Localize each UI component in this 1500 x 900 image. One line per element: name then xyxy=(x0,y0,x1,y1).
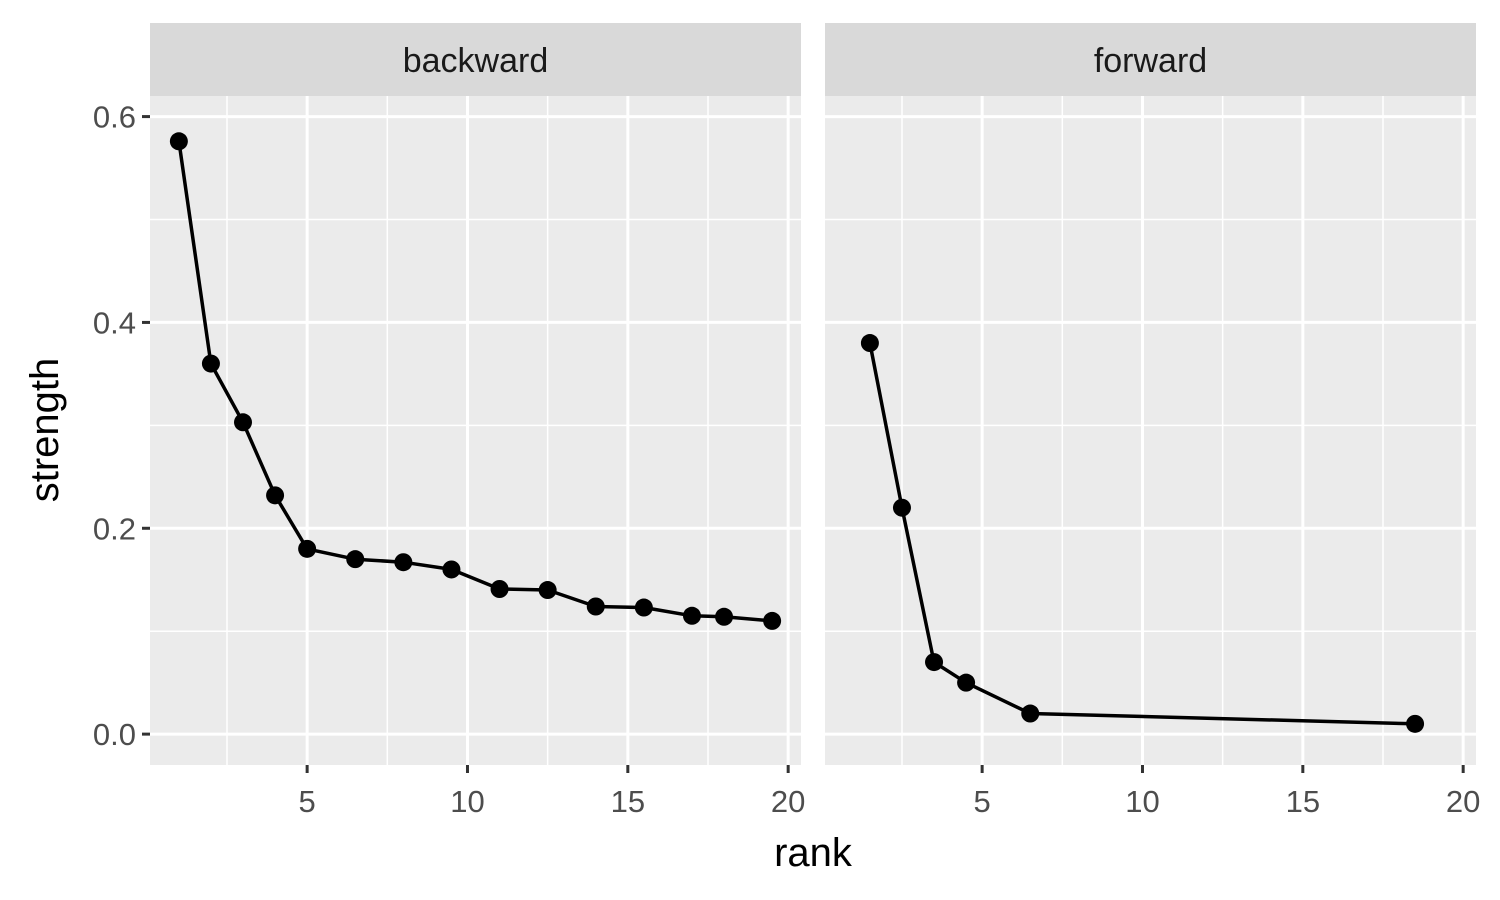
strip-forward xyxy=(825,23,1476,96)
data-point xyxy=(763,611,782,630)
data-point xyxy=(860,334,879,353)
data-point xyxy=(634,598,653,617)
y-tick-label: 0.0 xyxy=(93,717,136,752)
data-point xyxy=(201,354,220,373)
series-line-forward xyxy=(868,342,1416,726)
x-tick-label: 5 xyxy=(974,784,991,819)
x-tick-label: 5 xyxy=(299,784,316,819)
data-point xyxy=(490,580,509,599)
y-axis-title: strength xyxy=(23,358,67,503)
x-tick-label: 15 xyxy=(1286,784,1320,819)
y-tick-label: 0.2 xyxy=(93,511,136,546)
x-tick-label: 10 xyxy=(1125,784,1159,819)
data-point xyxy=(715,607,734,626)
strip-label-forward: forward xyxy=(1094,42,1207,80)
data-point xyxy=(234,413,252,432)
x-axis-title: rank xyxy=(774,831,853,875)
y-tick-label: 0.4 xyxy=(93,305,136,340)
strip-label-backward: backward xyxy=(403,42,549,80)
panels-layer: backward 5 10 15 20 forward 5 10 15 20 xyxy=(150,23,1480,819)
data-point xyxy=(1021,704,1040,723)
data-point xyxy=(925,653,944,672)
data-point xyxy=(266,486,285,505)
panel-background xyxy=(825,96,1476,765)
y-tick-label: 0.6 xyxy=(93,100,136,135)
data-point xyxy=(957,673,976,692)
data-point xyxy=(169,132,188,151)
y-axis: 0.0 0.2 0.4 0.6 xyxy=(93,100,150,752)
x-tick-label: 20 xyxy=(1446,784,1480,819)
data-point xyxy=(682,606,701,625)
data-point xyxy=(892,498,911,517)
data-point xyxy=(1406,714,1425,733)
data-point xyxy=(394,553,413,572)
data-point xyxy=(442,560,461,579)
x-tick-label: 20 xyxy=(771,784,805,819)
data-point xyxy=(586,597,605,616)
data-point xyxy=(538,581,557,600)
panel-forward: forward 5 10 15 20 xyxy=(825,23,1480,819)
panel-background xyxy=(150,96,801,765)
data-point xyxy=(298,539,317,558)
strip-backward xyxy=(150,23,801,96)
x-tick-label: 15 xyxy=(611,784,645,819)
x-tick-label: 10 xyxy=(450,784,484,819)
panel-backward: backward 5 10 15 20 xyxy=(150,23,805,819)
data-point xyxy=(346,550,365,569)
